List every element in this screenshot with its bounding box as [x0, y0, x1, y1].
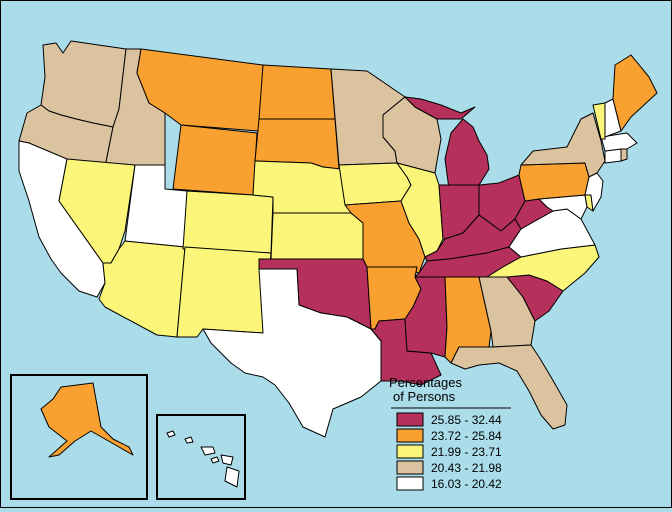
- legend-swatch-2: [396, 428, 424, 443]
- legend-title-line-1: Percentages: [389, 375, 462, 390]
- state-vermont: [592, 102, 606, 140]
- state-north-dakota: [258, 64, 336, 120]
- state-illinois: [396, 162, 444, 258]
- legend-label-4: 20.43 - 21.98: [431, 461, 502, 475]
- legend-title-line-2: of Persons: [393, 389, 456, 404]
- legend-swatch-5: [396, 476, 424, 491]
- legend-swatch-4: [396, 460, 424, 475]
- state-colorado: [182, 190, 274, 254]
- state-wyoming: [172, 124, 258, 196]
- state-rhode-island: [620, 148, 628, 162]
- legend-items: 25.85 - 32.44 23.72 - 25.84 21.99 - 23.71 2…: [396, 412, 502, 491]
- state-alaska: [40, 382, 134, 458]
- state-louisiana: [370, 318, 442, 386]
- state-iowa: [338, 162, 412, 206]
- state-michigan: [404, 96, 476, 120]
- state-texas: [202, 268, 382, 438]
- state-maine: [612, 54, 658, 132]
- legend-label-2: 23.72 - 25.84: [431, 429, 502, 443]
- legend-label-1: 25.85 - 32.44: [431, 413, 502, 427]
- state-new-york: [520, 112, 606, 178]
- state-new-jersey: [584, 172, 604, 212]
- state-hawaii: [166, 430, 240, 488]
- state-massachusetts: [600, 132, 638, 152]
- legend-label-5: 16.03 - 20.42: [431, 477, 502, 491]
- legend-swatch-1: [396, 412, 424, 427]
- state-pennsylvania: [518, 162, 590, 202]
- legend-swatch-3: [396, 444, 424, 459]
- state-michigan-lower: [444, 118, 490, 190]
- state-florida: [450, 344, 568, 430]
- legend-label-3: 21.99 - 23.71: [431, 445, 502, 459]
- state-new-mexico: [176, 246, 272, 338]
- legend: Percentages of Persons 25.85 - 32.44 23.7…: [389, 375, 511, 491]
- state-kansas: [270, 212, 364, 260]
